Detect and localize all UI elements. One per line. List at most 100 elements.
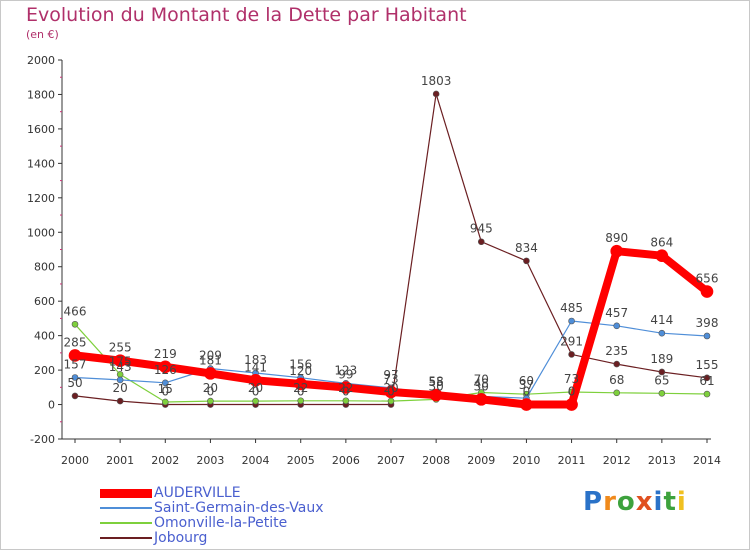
data-label-omonville-la-petite: 15 [158, 382, 173, 396]
data-label-jobourg: 0 [297, 385, 305, 399]
data-label-saint-germain-des-vaux: 157 [64, 357, 87, 371]
x-tick-label: 2002 [151, 454, 179, 467]
logo-letter: i [653, 487, 664, 517]
data-label-jobourg: 189 [650, 352, 673, 366]
data-label-jobourg: 291 [560, 334, 583, 348]
data-point-auderville [294, 377, 308, 391]
x-tick-label: 2014 [693, 454, 721, 467]
data-point-auderville [610, 244, 624, 258]
data-label-saint-germain-des-vaux: 37 [519, 378, 534, 392]
data-point-auderville [700, 285, 714, 298]
data-point-omonville-la-petite [703, 390, 711, 398]
y-tick-label: 0 [48, 399, 55, 412]
data-point-saint-germain-des-vaux [116, 376, 124, 384]
data-label-auderville: 55 [429, 375, 444, 389]
y-tick-label: 1000 [27, 226, 55, 239]
data-label-omonville-la-petite: 30 [429, 379, 444, 393]
logo-letter: t [663, 487, 677, 517]
data-label-jobourg: 0 [387, 385, 395, 399]
data-point-jobourg [477, 238, 485, 246]
data-point-jobourg [71, 392, 79, 400]
data-label-auderville: 0 [523, 385, 531, 399]
data-label-omonville-la-petite: 22 [338, 381, 353, 395]
data-point-auderville [158, 360, 172, 374]
data-label-jobourg: 0 [342, 385, 350, 399]
y-tick-label: 400 [34, 330, 55, 343]
data-label-saint-germain-des-vaux: 457 [605, 306, 628, 320]
data-label-auderville: 30 [474, 379, 489, 393]
data-label-jobourg: 0 [252, 385, 260, 399]
data-point-saint-germain-des-vaux [658, 329, 666, 337]
data-point-jobourg [523, 257, 530, 265]
data-label-auderville: 0 [568, 385, 576, 399]
legend-label: Omonville-la-Petite [154, 515, 288, 531]
data-label-jobourg: 50 [67, 376, 82, 390]
legend-label: Jobourg [154, 530, 208, 546]
data-label-omonville-la-petite: 73 [564, 372, 579, 386]
data-label-auderville: 73 [383, 372, 398, 386]
x-tick-label: 2009 [467, 454, 495, 467]
data-label-saint-germain-des-vaux: 123 [334, 363, 357, 377]
data-label-jobourg: 834 [515, 241, 538, 255]
data-label-auderville: 219 [154, 347, 177, 361]
data-point-auderville [429, 388, 443, 402]
data-label-saint-germain-des-vaux: 143 [109, 360, 132, 374]
logo-letter: o [616, 487, 636, 517]
data-point-jobourg [613, 360, 621, 368]
data-point-saint-germain-des-vaux [161, 379, 169, 387]
data-point-auderville [565, 398, 578, 411]
y-tick-label: 200 [34, 364, 55, 377]
legend-swatch [100, 507, 152, 509]
x-tick-label: 2010 [512, 454, 540, 467]
data-point-jobourg [658, 368, 666, 376]
data-point-jobourg [432, 90, 440, 98]
x-tick-label: 2012 [603, 454, 631, 467]
x-tick-label: 2005 [287, 454, 315, 467]
legend-swatch [100, 537, 152, 539]
data-point-omonville-la-petite [161, 398, 169, 406]
data-label-saint-germain-des-vaux: 156 [289, 358, 312, 372]
y-tick-label: 1200 [27, 192, 55, 205]
data-point-omonville-la-petite [297, 397, 305, 405]
legend-label: AUDERVILLE [154, 485, 241, 501]
x-tick-label: 2001 [106, 454, 134, 467]
data-label-auderville: 864 [650, 236, 673, 250]
data-point-omonville-la-petite [613, 389, 621, 397]
x-tick-label: 2007 [377, 454, 405, 467]
data-label-omonville-la-petite: 60 [519, 374, 534, 388]
data-label-auderville: 181 [199, 353, 222, 367]
x-tick-label: 2000 [61, 454, 89, 467]
y-tick-label: 1600 [27, 123, 55, 136]
data-label-saint-germain-des-vaux: 97 [383, 368, 398, 382]
chart-title: Evolution du Montant de la Dette par Hab… [26, 4, 467, 26]
legend-swatch [100, 522, 152, 524]
data-label-auderville: 99 [338, 367, 353, 381]
data-label-jobourg: 235 [605, 344, 628, 358]
x-tick-label: 2006 [332, 454, 360, 467]
data-point-saint-germain-des-vaux [71, 374, 79, 381]
x-tick-label: 2008 [422, 454, 450, 467]
data-label-jobourg: 0 [207, 385, 215, 399]
data-label-saint-germain-des-vaux: 209 [199, 349, 222, 363]
data-point-jobourg [703, 374, 711, 382]
data-point-omonville-la-petite [387, 397, 395, 405]
data-point-auderville [474, 393, 488, 406]
data-point-auderville [339, 381, 353, 394]
legend-label: Saint-Germain-des-Vaux [154, 500, 324, 516]
data-point-auderville [249, 373, 262, 387]
proxiti-logo: Proxiti [583, 487, 687, 517]
data-label-omonville-la-petite: 70 [474, 372, 489, 386]
data-label-auderville: 890 [605, 231, 628, 245]
data-label-saint-germain-des-vaux: 485 [560, 301, 583, 315]
data-label-jobourg: 1803 [421, 74, 452, 88]
data-label-saint-germain-des-vaux: 398 [696, 316, 719, 330]
logo-letter: r [603, 487, 617, 517]
y-tick-label: -200 [30, 433, 55, 446]
data-point-omonville-la-petite [207, 397, 214, 405]
chart-subtitle: (en €) [26, 28, 59, 41]
data-label-saint-germain-des-vaux: 126 [154, 363, 177, 377]
data-label-saint-germain-des-vaux: 48 [474, 376, 489, 390]
data-label-omonville-la-petite: 61 [699, 374, 714, 388]
data-label-omonville-la-petite: 68 [609, 373, 624, 387]
data-point-omonville-la-petite [71, 320, 79, 328]
